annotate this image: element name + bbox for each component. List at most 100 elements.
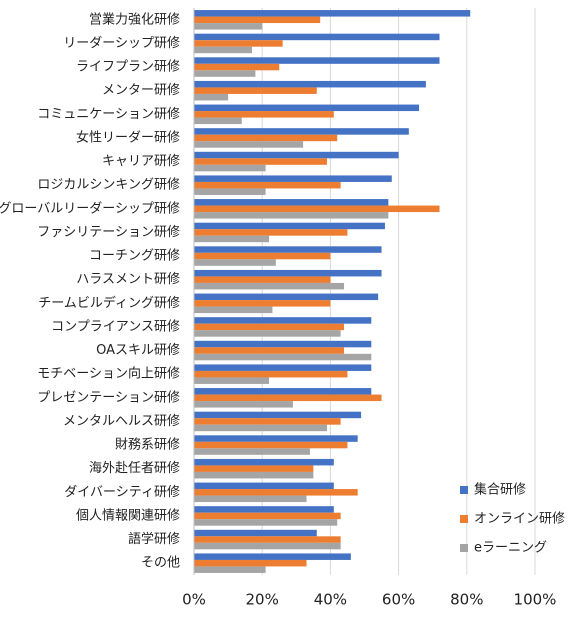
bar (194, 495, 307, 503)
bar (194, 252, 331, 260)
bar (194, 222, 385, 230)
bar (194, 435, 358, 442)
legend-label: eラーニング (474, 541, 547, 556)
bar (194, 128, 409, 135)
bar (194, 323, 345, 331)
x-tick-label: 60% (382, 591, 415, 609)
bar (194, 347, 345, 354)
bar (194, 465, 314, 472)
bar (194, 87, 317, 94)
bar (194, 519, 338, 526)
bar (194, 471, 314, 479)
bar (194, 418, 341, 425)
bar (194, 377, 270, 384)
bar (194, 441, 348, 449)
bar (194, 364, 372, 371)
bar (194, 401, 293, 408)
bar (194, 212, 389, 219)
y-tick-label: OAスキル研修 (96, 343, 180, 358)
y-tick-label: ハラスメント研修 (76, 272, 180, 287)
bar (194, 293, 379, 301)
y-tick-label: コンプライアンス研修 (51, 319, 180, 334)
bar (194, 553, 351, 560)
bar (194, 424, 327, 432)
x-tick-label: 0% (182, 591, 206, 609)
bar (194, 259, 276, 266)
bar (194, 489, 358, 496)
bar (194, 276, 331, 283)
bar (194, 566, 266, 573)
bar (194, 300, 331, 307)
bar (194, 330, 341, 337)
y-tick-label: 海外赴任者研修 (89, 461, 180, 476)
y-tick-label: 個人情報関連研修 (76, 508, 180, 523)
y-tick-label: プレゼンテーション研修 (37, 390, 180, 405)
bar (194, 199, 389, 206)
bar (194, 158, 327, 165)
bar (194, 411, 362, 419)
legend-swatch (460, 515, 468, 523)
bar (194, 40, 283, 47)
x-tick-label: 100% (514, 591, 557, 609)
y-tick-label: 女性リーダー研修 (76, 129, 180, 145)
bar (194, 181, 341, 189)
y-tick-label: コミュニケーション研修 (37, 107, 180, 122)
bar (194, 93, 229, 101)
bar (194, 229, 348, 236)
y-tick-label: グローバルリーダーシップ研修 (0, 201, 180, 216)
bar (194, 246, 382, 253)
x-tick-label: 40% (314, 591, 347, 609)
y-tick-label: チームビルディング研修 (38, 295, 180, 311)
bar (194, 269, 382, 277)
bar (194, 23, 263, 30)
y-tick-label: ロジカルシンキング研修 (37, 178, 180, 193)
bar (194, 57, 440, 64)
bar (194, 448, 310, 455)
y-tick-label: ファシリテーション研修 (37, 225, 180, 240)
bar (194, 188, 266, 195)
bar (194, 205, 440, 213)
bar (194, 306, 273, 314)
x-tick-label: 20% (246, 591, 279, 609)
bar (194, 317, 372, 324)
bar (194, 388, 372, 395)
y-tick-label: リーダーシップ研修 (63, 36, 180, 51)
legend-label: オンライン研修 (474, 512, 565, 527)
y-tick-label: 財務系研修 (115, 438, 180, 453)
bar (194, 63, 280, 71)
bar (194, 134, 338, 142)
bar (194, 536, 341, 543)
x-tick-label: 80% (450, 591, 483, 609)
y-tick-label: ライフプラン研修 (76, 60, 180, 75)
bar (194, 394, 382, 402)
bar (194, 175, 392, 182)
bar (194, 282, 345, 290)
bar (194, 482, 334, 490)
bar (194, 164, 266, 172)
bar (194, 235, 270, 243)
bar (194, 46, 252, 54)
y-tick-label: メンター研修 (102, 83, 180, 98)
y-tick-label: メンタルヘルス研修 (63, 414, 180, 429)
bar (194, 70, 256, 77)
bar (194, 141, 304, 148)
bar (194, 33, 440, 41)
bar (194, 542, 341, 550)
bar (194, 10, 471, 17)
bar (194, 529, 317, 537)
y-tick-label: 営業力強化研修 (89, 11, 180, 27)
y-tick-label: モチベーション向上研修 (37, 366, 180, 382)
bar (194, 111, 334, 118)
bar (194, 506, 334, 513)
bar (194, 458, 334, 466)
y-tick-label: コーチング研修 (89, 249, 180, 264)
legend-label: 集合研修 (474, 482, 526, 498)
y-tick-label: ダイバーシティ研修 (64, 485, 180, 500)
legend-swatch (460, 486, 468, 494)
bar (194, 512, 341, 520)
bar (194, 370, 348, 378)
legend-swatch (460, 544, 468, 552)
bar (194, 117, 242, 125)
bar (194, 353, 372, 361)
bar (194, 559, 307, 567)
